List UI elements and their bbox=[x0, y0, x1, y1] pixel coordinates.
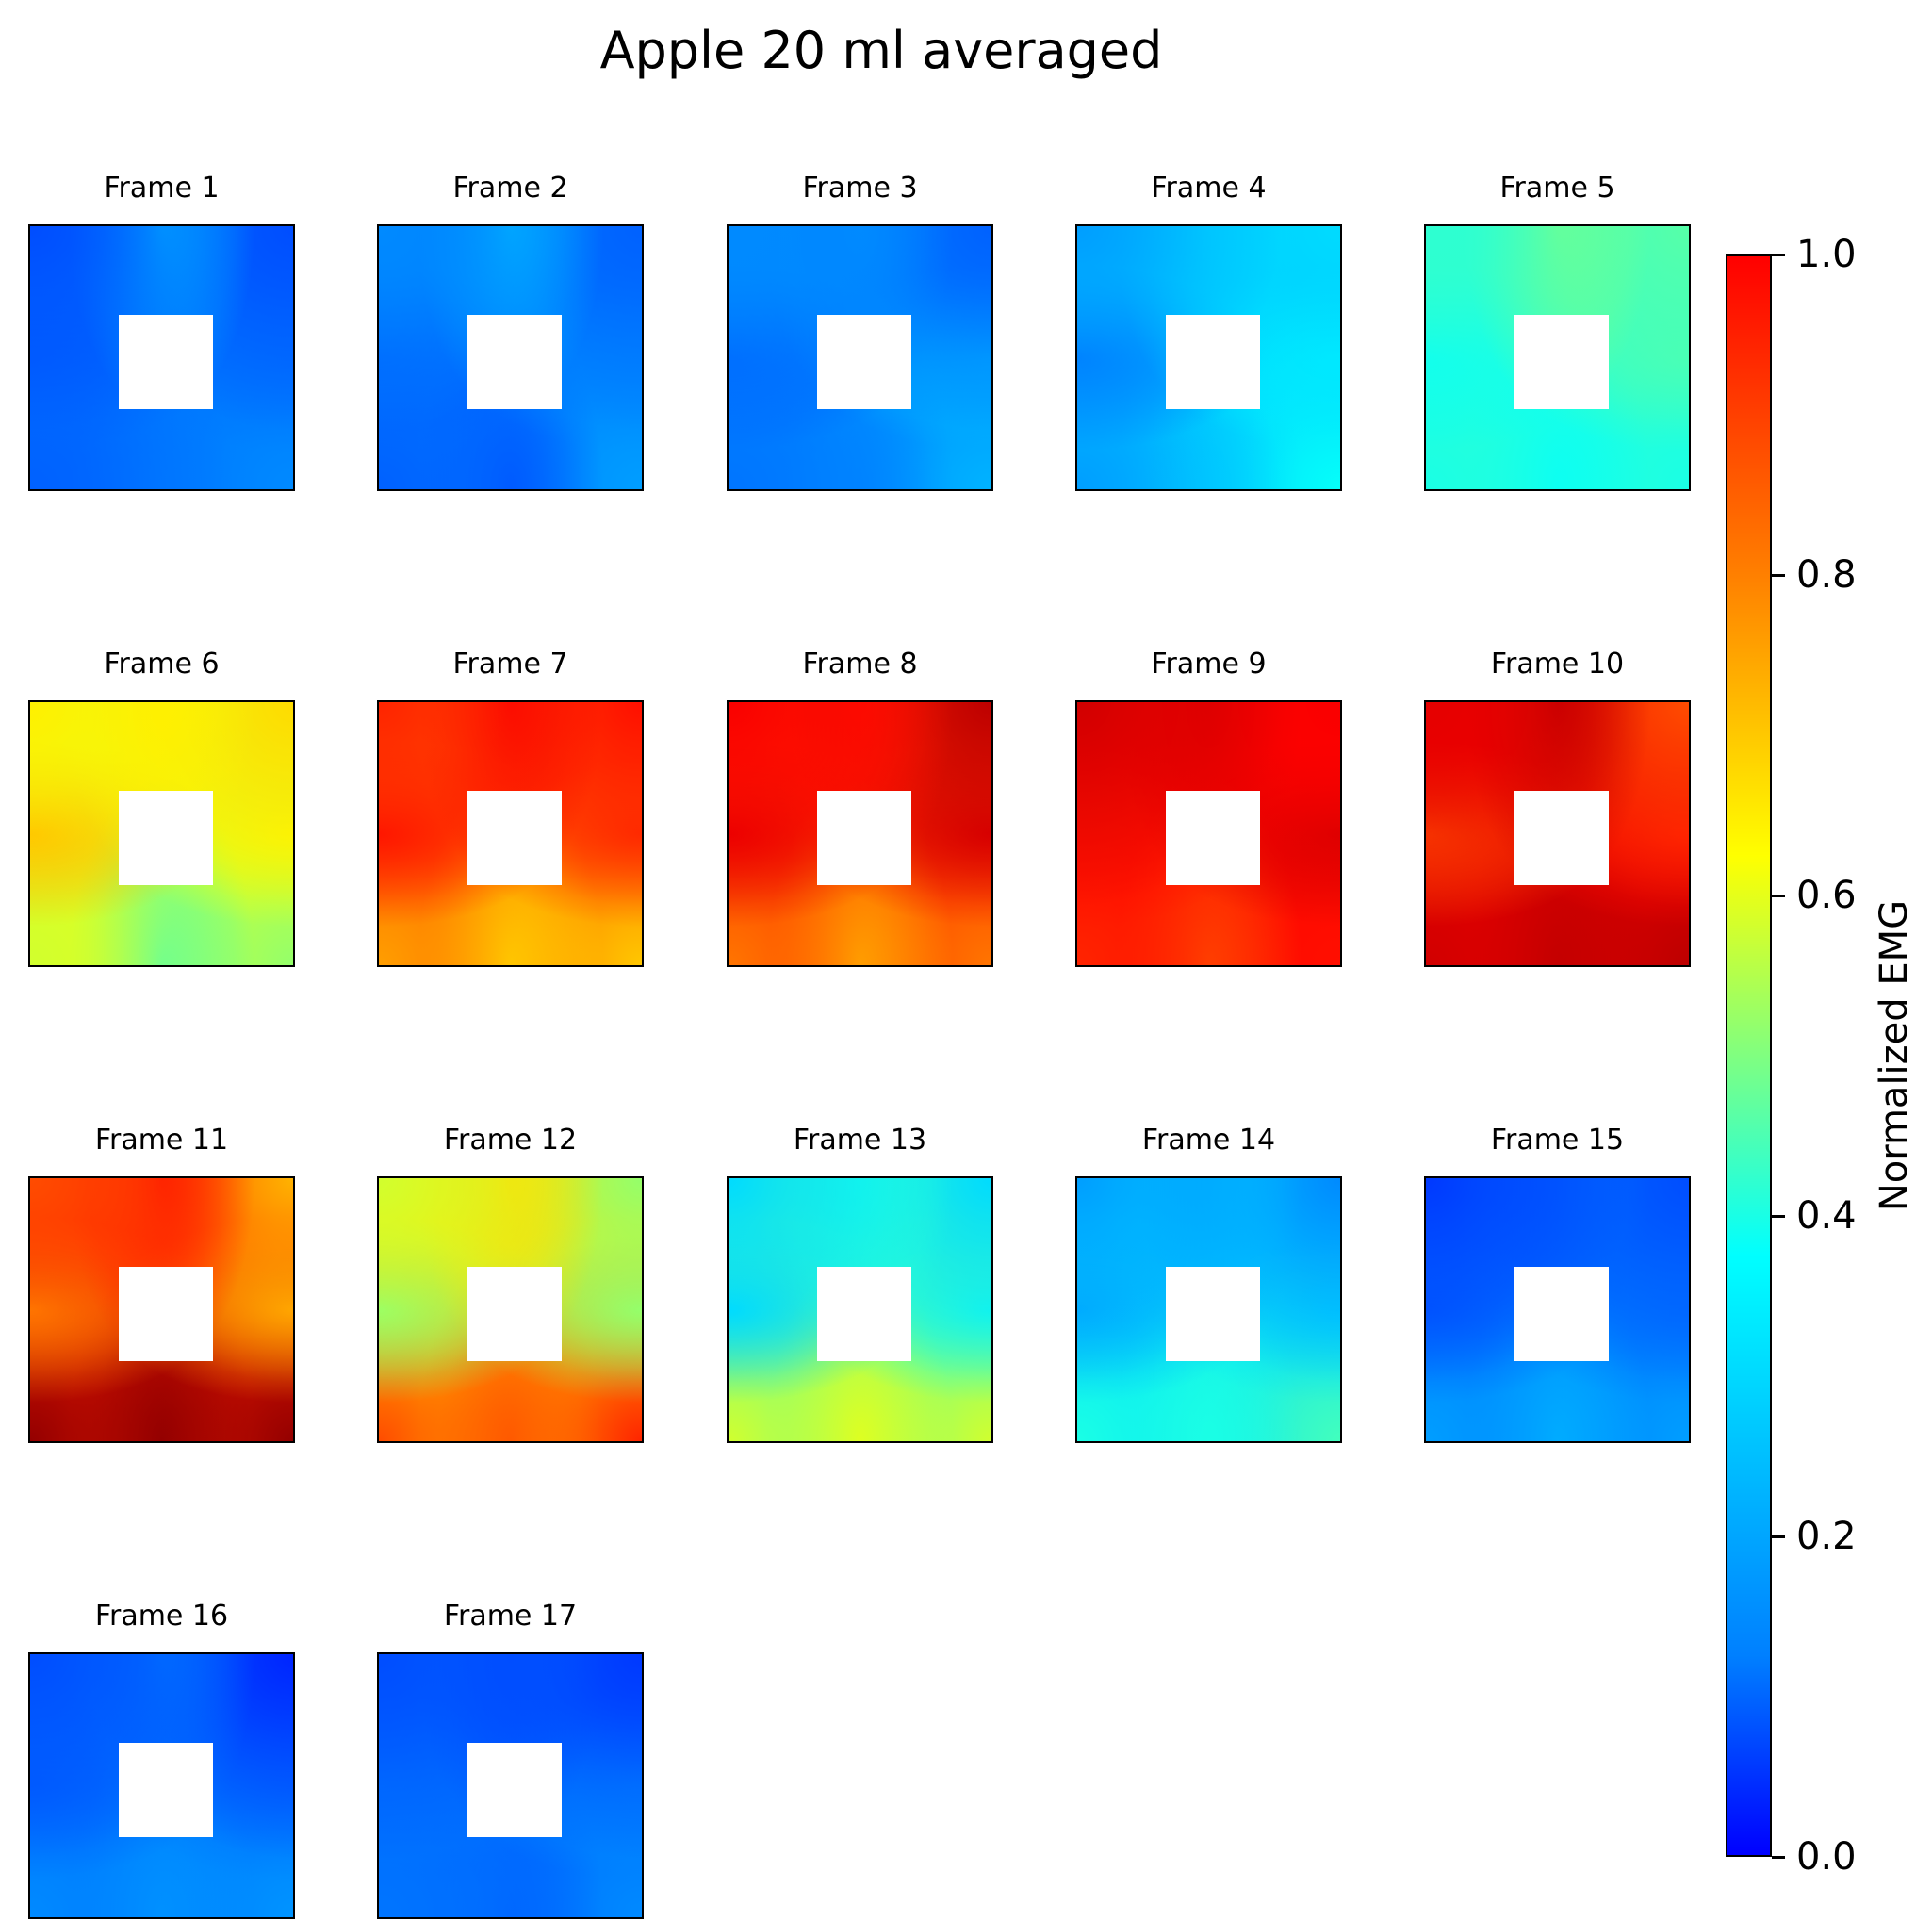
frame-panel: Frame 17 bbox=[377, 1600, 644, 1919]
frame-heatmap bbox=[28, 1652, 295, 1919]
frame-panel: Frame 11 bbox=[28, 1124, 295, 1443]
frame-panel: Frame 6 bbox=[28, 648, 295, 967]
frame-title: Frame 17 bbox=[443, 1600, 578, 1633]
center-mask bbox=[119, 791, 213, 885]
frame-panel: Frame 2 bbox=[377, 172, 644, 491]
frame-title: Frame 10 bbox=[1490, 648, 1625, 681]
frame-panel: Frame 1 bbox=[28, 172, 295, 491]
frame-heatmap bbox=[28, 1176, 295, 1443]
frame-heatmap bbox=[377, 224, 644, 491]
frame-panel: Frame 16 bbox=[28, 1600, 295, 1919]
frame-heatmap bbox=[727, 700, 993, 967]
frame-title: Frame 9 bbox=[1151, 648, 1267, 681]
center-mask bbox=[467, 1743, 562, 1837]
center-mask bbox=[1514, 315, 1609, 409]
frame-title: Frame 5 bbox=[1499, 172, 1615, 205]
frame-title: Frame 12 bbox=[443, 1124, 578, 1157]
frame-title: Frame 4 bbox=[1151, 172, 1267, 205]
frame-panel: Frame 3 bbox=[727, 172, 993, 491]
center-mask bbox=[1166, 791, 1260, 885]
frame-title: Frame 6 bbox=[104, 648, 220, 681]
heatmap-field bbox=[379, 226, 642, 489]
frame-title: Frame 2 bbox=[452, 172, 568, 205]
chart-title: Apple 20 ml averaged bbox=[599, 21, 1163, 80]
frame-panel: Frame 8 bbox=[727, 648, 993, 967]
frame-title: Frame 1 bbox=[104, 172, 220, 205]
colorbar-tick bbox=[1772, 1215, 1785, 1218]
frame-title: Frame 15 bbox=[1490, 1124, 1625, 1157]
frame-panel: Frame 13 bbox=[727, 1124, 993, 1443]
center-mask bbox=[1166, 315, 1260, 409]
colorbar-tick-label: 0.8 bbox=[1796, 553, 1857, 597]
frame-heatmap bbox=[377, 1176, 644, 1443]
frame-heatmap bbox=[1075, 1176, 1342, 1443]
frame-title: Frame 14 bbox=[1141, 1124, 1276, 1157]
frame-title: Frame 8 bbox=[802, 648, 918, 681]
center-mask bbox=[467, 315, 562, 409]
frame-title: Frame 7 bbox=[452, 648, 568, 681]
frame-heatmap bbox=[727, 1176, 993, 1443]
frame-title: Frame 13 bbox=[793, 1124, 927, 1157]
center-mask bbox=[467, 1267, 562, 1361]
center-mask bbox=[817, 315, 911, 409]
center-mask bbox=[119, 1743, 213, 1837]
frame-heatmap bbox=[1424, 1176, 1691, 1443]
frame-panel: Frame 12 bbox=[377, 1124, 644, 1443]
colorbar-label: Normalized EMG bbox=[1873, 899, 1916, 1212]
colorbar-tick bbox=[1772, 254, 1785, 256]
frame-title: Frame 3 bbox=[802, 172, 918, 205]
colorbar-tick-label: 0.4 bbox=[1796, 1194, 1857, 1238]
frame-heatmap bbox=[28, 700, 295, 967]
frame-panel: Frame 14 bbox=[1075, 1124, 1342, 1443]
center-mask bbox=[1514, 1267, 1609, 1361]
center-mask bbox=[467, 791, 562, 885]
center-mask bbox=[1514, 791, 1609, 885]
center-mask bbox=[119, 1267, 213, 1361]
center-mask bbox=[817, 1267, 911, 1361]
frame-panel: Frame 9 bbox=[1075, 648, 1342, 967]
frame-panel: Frame 5 bbox=[1424, 172, 1691, 491]
colorbar-tick-label: 0.0 bbox=[1796, 1835, 1857, 1879]
frame-heatmap bbox=[28, 224, 295, 491]
frame-title: Frame 16 bbox=[94, 1600, 229, 1633]
colorbar-tick bbox=[1772, 895, 1785, 897]
colorbar-tick bbox=[1772, 1856, 1785, 1859]
center-mask bbox=[119, 315, 213, 409]
frame-heatmap bbox=[1075, 224, 1342, 491]
frame-title: Frame 11 bbox=[94, 1124, 229, 1157]
frame-panel: Frame 15 bbox=[1424, 1124, 1691, 1443]
center-mask bbox=[1166, 1267, 1260, 1361]
frame-heatmap bbox=[377, 1652, 644, 1919]
frame-heatmap bbox=[1075, 700, 1342, 967]
frame-heatmap bbox=[727, 224, 993, 491]
colorbar bbox=[1726, 254, 1772, 1857]
frame-heatmap bbox=[1424, 224, 1691, 491]
colorbar-tick bbox=[1772, 574, 1785, 577]
colorbar-tick-label: 0.6 bbox=[1796, 874, 1857, 917]
colorbar-tick-label: 1.0 bbox=[1796, 233, 1857, 276]
frame-heatmap bbox=[1424, 700, 1691, 967]
frame-heatmap bbox=[377, 700, 644, 967]
colorbar-tick-label: 0.2 bbox=[1796, 1515, 1857, 1558]
center-mask bbox=[817, 791, 911, 885]
frame-panel: Frame 4 bbox=[1075, 172, 1342, 491]
frame-panel: Frame 7 bbox=[377, 648, 644, 967]
frame-panel: Frame 10 bbox=[1424, 648, 1691, 967]
colorbar-tick bbox=[1772, 1535, 1785, 1538]
